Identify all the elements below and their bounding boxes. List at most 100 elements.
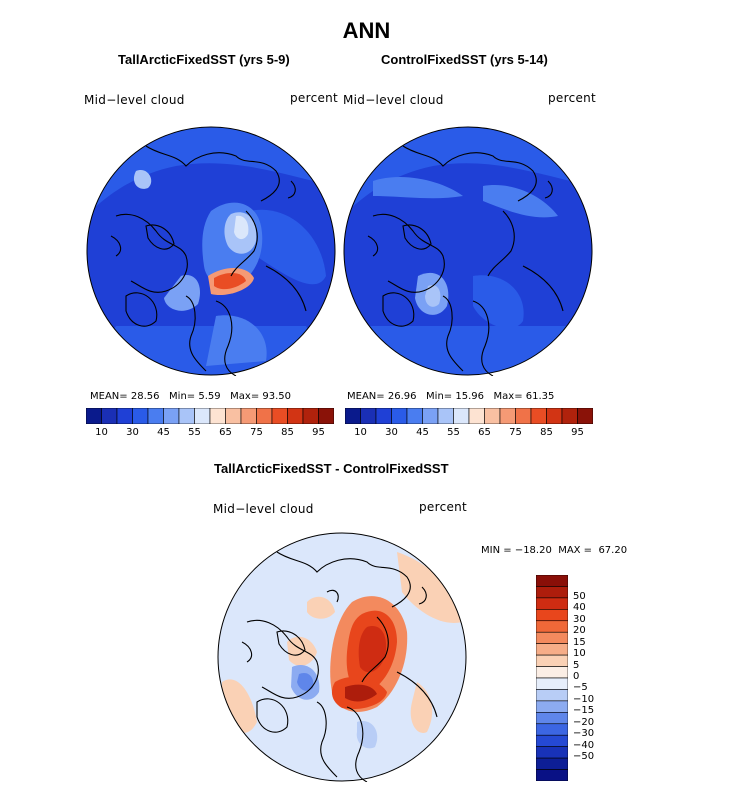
colorbar-swatch: [287, 408, 304, 424]
colorbar-diff-swatch: [536, 700, 568, 713]
main-title: ANN: [342, 18, 391, 43]
coastlines-right: [367, 145, 564, 376]
colorbar-diff-swatch: [536, 586, 568, 599]
colorbar-swatch: [302, 408, 319, 424]
colorbar-diff-swatch: [536, 643, 568, 656]
panel-right-stats: MEAN= 26.96 Min= 15.96 Max= 61.35: [347, 391, 555, 402]
colorbar-swatch: [86, 408, 102, 424]
colorbar-swatch: [256, 408, 273, 424]
colorbar-diff-swatch: [536, 769, 568, 781]
map-left: [86, 126, 336, 376]
colorbar-tick-label: 85: [540, 427, 553, 438]
colorbar-swatch: [147, 408, 164, 424]
map-diff: [217, 532, 467, 782]
colorbar-diff-label: −5: [573, 682, 588, 694]
colorbar-swatch: [132, 408, 149, 424]
diff-field-label: Mid−level cloud: [213, 502, 314, 516]
colorbar-tick-label: 30: [385, 427, 398, 438]
colorbar-swatch: [360, 408, 377, 424]
coastlines-diff: [241, 551, 438, 782]
colorbar-diff-swatch: [536, 666, 568, 679]
colorbar-diff-label: 40: [573, 602, 586, 614]
colorbar-swatch: [318, 408, 334, 424]
colorbar-diff-label: 5: [573, 659, 580, 671]
colorbar-swatch: [116, 408, 133, 424]
colorbar-diff-label: −50: [573, 751, 595, 763]
diff-minmax: MIN = −18.20 MAX = 67.20: [481, 545, 628, 556]
colorbar-tick-label: 10: [354, 427, 367, 438]
colorbar-tick-label: 55: [188, 427, 201, 438]
colorbar-diff: [536, 575, 568, 781]
colorbar-tick-label: 75: [250, 427, 263, 438]
colorbar-tick-label: 55: [447, 427, 460, 438]
colorbar-swatch: [577, 408, 593, 424]
colorbar-swatch: [546, 408, 563, 424]
colorbar-diff-swatch: [536, 712, 568, 725]
colorbar-swatch: [499, 408, 516, 424]
panel-left-title: TallArcticFixedSST (yrs 5-9): [118, 52, 290, 67]
colorbar-diff-label: −15: [573, 705, 595, 717]
colorbar-diff-label: −30: [573, 728, 595, 740]
colorbar-swatch: [453, 408, 470, 424]
colorbar-swatch: [468, 408, 485, 424]
colorbar-swatch: [391, 408, 408, 424]
colorbar-diff-swatch: [536, 723, 568, 736]
colorbar-diff-label: 20: [573, 625, 586, 637]
colorbar-diff-label: 0: [573, 671, 580, 682]
colorbar-diff-swatch: [536, 575, 568, 587]
colorbar-swatch: [194, 408, 211, 424]
colorbar-swatch: [561, 408, 578, 424]
colorbar-tick-label: 95: [312, 427, 325, 438]
colorbar-tick-label: 30: [126, 427, 139, 438]
colorbar-diff-swatch: [536, 620, 568, 633]
colorbar-tick-label: 45: [416, 427, 429, 438]
colorbar-diff-label: −20: [573, 716, 595, 728]
colorbar-diff-swatch: [536, 746, 568, 759]
colorbar-left: [86, 408, 334, 424]
colorbar-diff-label: −10: [573, 693, 595, 705]
colorbar-tick-label: 85: [281, 427, 294, 438]
colorbar-diff-swatch: [536, 734, 568, 747]
colorbar-swatch: [515, 408, 532, 424]
colorbar-diff-swatch: [536, 689, 568, 702]
colorbar-diff-label: 15: [573, 636, 586, 648]
colorbar-swatch: [422, 408, 439, 424]
panel-right-units-label: percent: [548, 91, 597, 105]
coastlines-left: [110, 145, 307, 376]
colorbar-right: [345, 408, 593, 424]
diff-panel-title: TallArcticFixedSST - ControlFixedSST: [214, 461, 449, 476]
colorbar-diff-label: 30: [573, 613, 586, 625]
colorbar-swatch: [101, 408, 118, 424]
colorbar-swatch: [271, 408, 288, 424]
panel-left-units-label: percent: [290, 91, 339, 105]
panel-left-field-label: Mid−level cloud: [84, 93, 185, 107]
colorbar-swatch: [484, 408, 501, 424]
colorbar-swatch: [225, 408, 242, 424]
colorbar-tick-label: 45: [157, 427, 170, 438]
colorbar-tick-label: 65: [219, 427, 232, 438]
colorbar-tick-label: 95: [571, 427, 584, 438]
colorbar-swatch: [437, 408, 454, 424]
panel-right-field-label: Mid−level cloud: [343, 93, 444, 107]
colorbar-swatch: [240, 408, 257, 424]
colorbar-diff-swatch: [536, 631, 568, 644]
colorbar-diff-label: 10: [573, 648, 586, 660]
panel-right-title: ControlFixedSST (yrs 5-14): [381, 52, 548, 67]
colorbar-diff-label: 50: [573, 590, 586, 602]
colorbar-swatch: [209, 408, 226, 424]
colorbar-swatch: [530, 408, 547, 424]
colorbar-swatch: [345, 408, 361, 424]
diff-units-label: percent: [419, 500, 468, 514]
colorbar-diff-swatch: [536, 757, 568, 770]
colorbar-diff-swatch: [536, 654, 568, 667]
colorbar-diff-swatch: [536, 609, 568, 622]
colorbar-swatch: [406, 408, 423, 424]
colorbar-swatch: [163, 408, 180, 424]
colorbar-diff-label: −40: [573, 739, 595, 751]
colorbar-swatch: [178, 408, 195, 424]
map-right: [343, 126, 593, 376]
colorbar-diff-swatch: [536, 597, 568, 610]
colorbar-diff-swatch: [536, 677, 568, 690]
panel-left-stats: MEAN= 28.56 Min= 5.59 Max= 93.50: [90, 391, 292, 402]
colorbar-tick-label: 75: [509, 427, 522, 438]
